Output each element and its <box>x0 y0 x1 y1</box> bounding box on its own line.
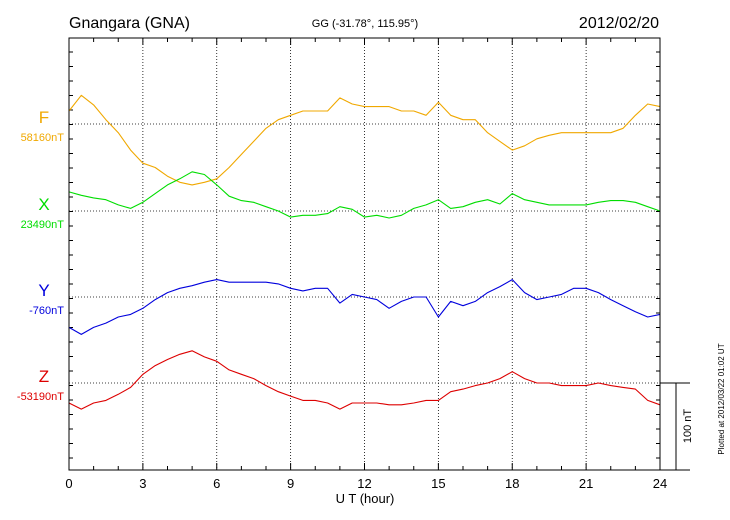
plot-frame <box>68 37 661 471</box>
plotted-timestamp: Plotted at 2012/03/22 01:02 UT <box>717 343 726 454</box>
series-baseline-x: 23490nT <box>21 219 65 231</box>
x-tick-label: 12 <box>357 476 371 491</box>
x-tick-label: 0 <box>65 476 72 491</box>
axis-ticks <box>68 38 661 470</box>
x-tick-label: 15 <box>431 476 445 491</box>
x-tick-labels: 0 3 6 9 12 15 18 21 24 <box>65 476 667 491</box>
series-line-f <box>68 94 661 186</box>
series-line-z <box>68 350 661 410</box>
series-name-y: Y <box>38 281 49 300</box>
coords-label: GG (-31.78°, 115.95°) <box>312 18 418 30</box>
grid <box>69 38 660 470</box>
series-name-x: X <box>38 195 49 214</box>
series-baseline-f: 58160nT <box>21 132 65 144</box>
x-tick-label: 24 <box>653 476 667 491</box>
x-tick-label: 6 <box>213 476 220 491</box>
scale-bar-label: 100 nT <box>682 409 694 444</box>
series-name-f: F <box>39 108 49 127</box>
x-tick-label: 21 <box>579 476 593 491</box>
series-line-y <box>68 279 661 335</box>
x-tick-label: 9 <box>287 476 294 491</box>
x-tick-label: 18 <box>505 476 519 491</box>
series-lines <box>68 94 661 410</box>
series-labels: F 58160nT X 23490nT Y -760nT Z -53190nT <box>17 108 64 403</box>
scale-bar: 100 nT <box>660 382 694 471</box>
date-label: 2012/02/20 <box>579 15 659 32</box>
series-name-z: Z <box>39 367 49 386</box>
x-axis-label: U T (hour) <box>336 491 395 506</box>
station-title: Gnangara (GNA) <box>69 15 190 32</box>
series-baseline-y: -760nT <box>29 305 64 317</box>
series-line-x <box>68 171 661 219</box>
x-tick-label: 3 <box>139 476 146 491</box>
series-baseline-z: -53190nT <box>17 391 64 403</box>
